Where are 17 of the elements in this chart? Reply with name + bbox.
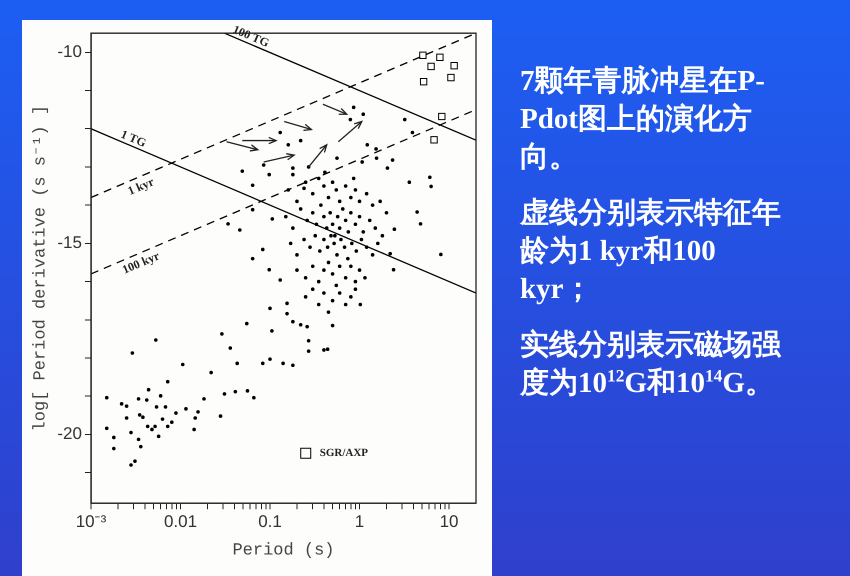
y-tick-label: -10 bbox=[57, 42, 82, 61]
x-axis-title: Period (s) bbox=[232, 541, 334, 560]
text: 实线分别表示磁场强度为10$^{12}$G和10$^{14}$G。 bbox=[520, 328, 782, 401]
legend-label: SGR/AXP bbox=[320, 447, 368, 460]
x-tick-label: 10 bbox=[440, 512, 459, 532]
y-tick-label: -20 bbox=[57, 424, 82, 444]
x-tick-label: 10⁻³ bbox=[76, 512, 107, 532]
text: 虚线分别表示特征年龄为1 kyr和100 kyr； bbox=[520, 196, 782, 307]
text: 1 kyr bbox=[126, 174, 157, 198]
y-tick-label: -15 bbox=[57, 233, 82, 252]
x-tick-label: 0.1 bbox=[258, 512, 282, 532]
y-axis-title: log[ Period derivative (s s⁻¹) ] bbox=[32, 104, 51, 432]
x-tick-label: 1 bbox=[354, 512, 364, 532]
text: 7颗年青脉冲星在P-Pdot图上的演化方向。 bbox=[520, 64, 766, 175]
x-tick-label: 0.01 bbox=[164, 512, 198, 532]
text: 100 kyr bbox=[120, 248, 162, 277]
text: 1 TG bbox=[118, 126, 148, 150]
